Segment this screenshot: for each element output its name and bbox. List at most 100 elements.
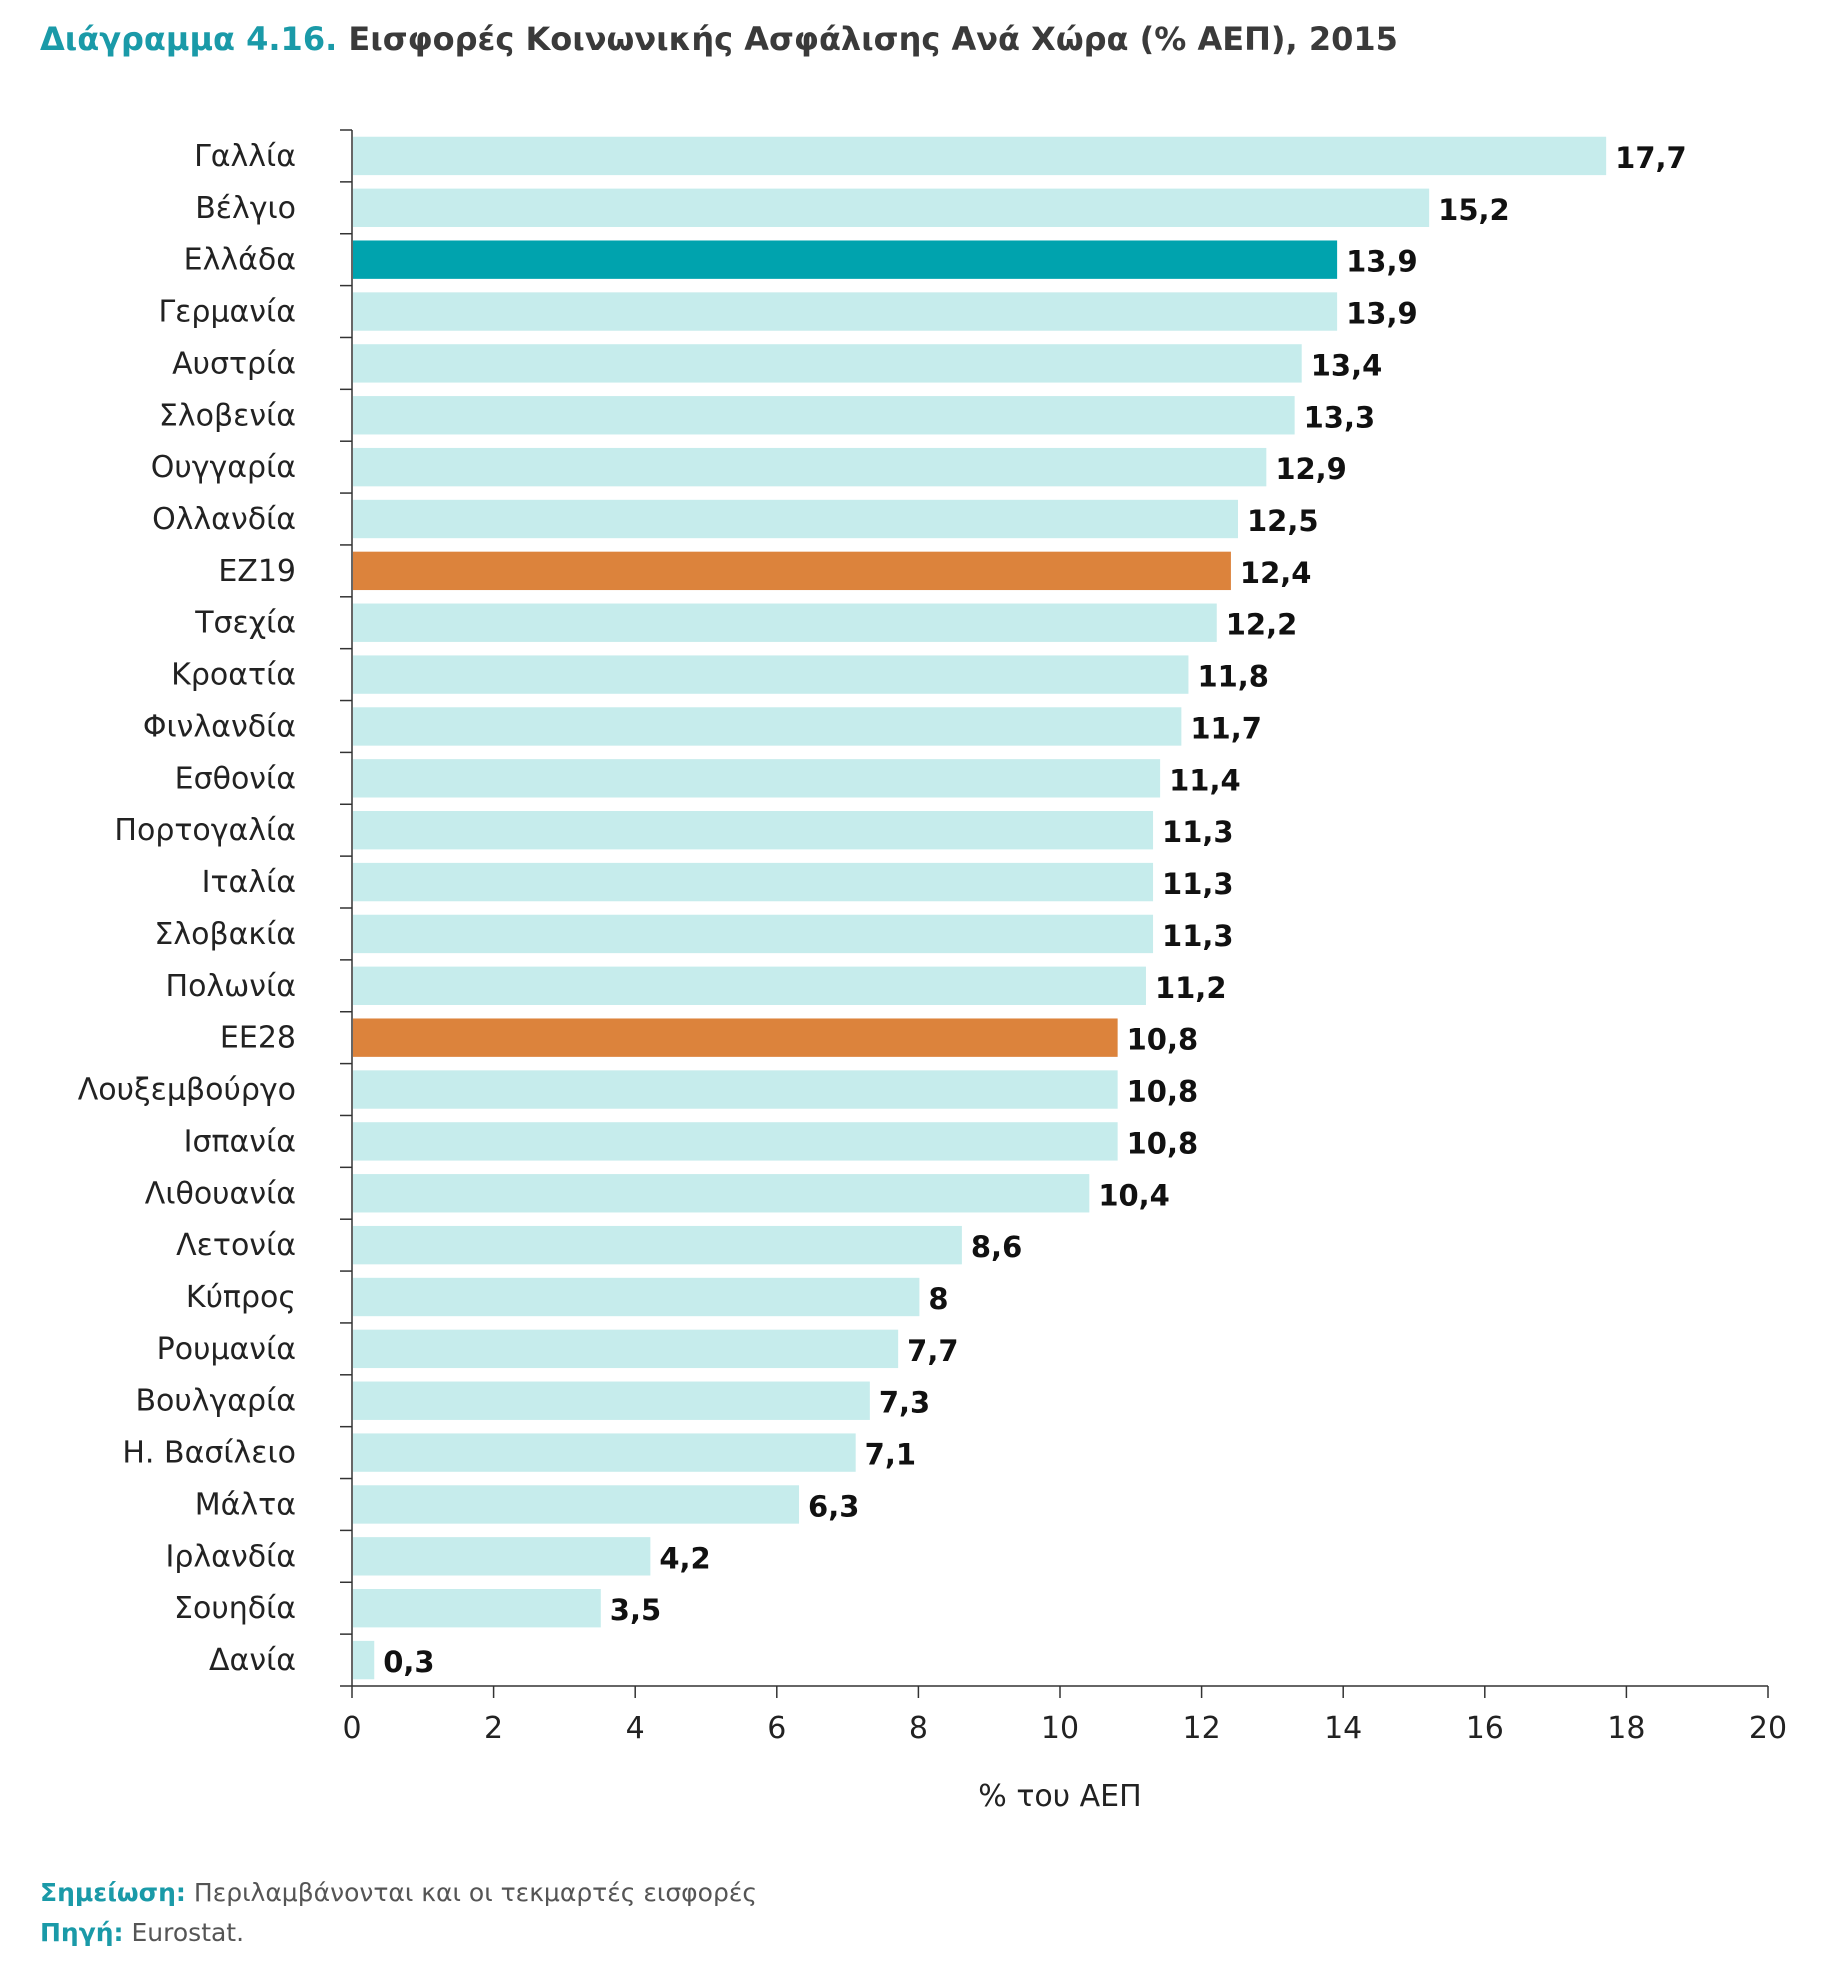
bar <box>353 344 1302 383</box>
source-label: Πηγή: <box>40 1918 124 1947</box>
bar <box>353 1277 920 1317</box>
bar <box>353 1589 601 1628</box>
category-label: Ιταλία <box>202 865 296 900</box>
x-tick-label: 8 <box>909 1711 928 1746</box>
x-tick-label: 2 <box>484 1711 503 1746</box>
value-label: 7,3 <box>879 1386 930 1420</box>
x-tick-label: 6 <box>767 1711 786 1746</box>
value-label: 13,9 <box>1346 245 1418 279</box>
category-label: Ρουμανία <box>157 1332 296 1367</box>
bar <box>353 862 1154 902</box>
chart-title: Διάγραμμα 4.16. Εισφορές Κοινωνικής Ασφά… <box>40 20 1398 58</box>
value-label: 6,3 <box>808 1489 859 1523</box>
category-label: Φινλανδία <box>143 709 296 744</box>
value-label: 11,4 <box>1169 763 1241 797</box>
bar <box>353 1018 1118 1057</box>
bar <box>353 1122 1118 1161</box>
value-label: 11,3 <box>1162 815 1234 849</box>
x-tick-label: 14 <box>1324 1711 1362 1746</box>
value-label: 12,5 <box>1247 504 1319 538</box>
value-label: 13,3 <box>1304 400 1376 434</box>
category-label: Ιρλανδία <box>166 1539 296 1574</box>
bar <box>353 1225 962 1265</box>
category-label: Τσεχία <box>194 606 296 641</box>
value-label: 8 <box>928 1282 948 1316</box>
bar <box>353 1070 1118 1109</box>
value-label: 10,8 <box>1127 1023 1199 1057</box>
note: Σημείωση: Περιλαμβάνονται και οι τεκμαρτ… <box>40 1878 757 1907</box>
category-label: ΕΕ28 <box>220 1021 296 1056</box>
value-label: 12,2 <box>1226 608 1298 642</box>
value-label: 11,3 <box>1162 867 1234 901</box>
category-label: Λετονία <box>176 1228 296 1263</box>
category-label: Βέλγιο <box>195 191 296 226</box>
category-label: Ολλανδία <box>152 502 296 537</box>
category-label: Βουλγαρία <box>135 1384 296 1419</box>
bar <box>353 396 1295 435</box>
value-label: 12,4 <box>1240 556 1312 590</box>
source: Πηγή: Eurostat. <box>40 1918 244 1947</box>
bar <box>353 811 1154 850</box>
category-label: Σλοβακία <box>154 917 296 952</box>
value-label: 11,2 <box>1155 971 1227 1005</box>
category-label: Σλοβενία <box>159 398 296 433</box>
bar <box>353 292 1338 331</box>
category-label: Λιθουανία <box>145 1176 296 1211</box>
x-tick-label: 4 <box>626 1711 645 1746</box>
category-label: Σουηδία <box>174 1591 296 1626</box>
category-label: Λουξεμβούργο <box>78 1073 296 1108</box>
x-tick-label: 20 <box>1749 1711 1787 1746</box>
bar <box>353 1381 870 1420</box>
source-text: Eurostat. <box>131 1918 245 1947</box>
value-label: 3,5 <box>610 1593 661 1627</box>
category-label: Γαλλία <box>194 139 296 174</box>
category-label: Ισπανία <box>184 1124 296 1159</box>
x-tick-label: 16 <box>1466 1711 1504 1746</box>
note-text: Περιλαμβάνονται και οι τεκμαρτές εισφορέ… <box>193 1878 758 1907</box>
x-tick-label: 18 <box>1607 1711 1645 1746</box>
bar <box>353 966 1146 1005</box>
bar <box>353 1433 856 1472</box>
value-label: 8,6 <box>971 1230 1022 1264</box>
value-label: 12,9 <box>1275 452 1347 486</box>
bar <box>353 655 1189 694</box>
category-label: Κροατία <box>171 658 296 693</box>
bar <box>353 240 1338 279</box>
bar <box>353 1640 375 1680</box>
value-label: 17,7 <box>1615 141 1687 175</box>
bar <box>353 1537 651 1576</box>
value-label: 7,7 <box>907 1334 958 1368</box>
category-label: Δανία <box>209 1643 296 1678</box>
category-label: Πολωνία <box>166 969 296 1004</box>
value-label: 11,8 <box>1197 660 1269 694</box>
value-label: 4,2 <box>659 1541 710 1575</box>
category-label: Εσθονία <box>175 761 296 796</box>
category-label: Κύπρος <box>186 1280 296 1315</box>
category-label: ΕΖ19 <box>218 554 296 589</box>
bar <box>353 1174 1090 1213</box>
bar <box>353 603 1217 642</box>
bar <box>353 499 1238 539</box>
bar-chart: Γαλλία 17,7 Βέλγιο 15,2 Ελλάδα 13,9 Γερμανία 13… <box>78 129 1787 1814</box>
value-label: 10,8 <box>1127 1126 1199 1160</box>
figure-number: Διάγραμμα 4.16. <box>40 20 338 58</box>
category-label: Πορτογαλία <box>114 813 296 848</box>
bar <box>353 188 1430 227</box>
category-label: Η. Βασίλειο <box>122 1436 296 1471</box>
category-label: Ουγγαρία <box>151 450 296 485</box>
category-label: Γερμανία <box>158 295 296 330</box>
value-label: 15,2 <box>1438 193 1510 227</box>
bar <box>353 447 1267 487</box>
bar <box>353 551 1231 591</box>
note-label: Σημείωση: <box>40 1878 186 1907</box>
value-label: 10,4 <box>1098 1178 1170 1212</box>
value-label: 13,9 <box>1346 297 1418 331</box>
value-label: 10,8 <box>1127 1075 1199 1109</box>
value-label: 11,7 <box>1190 711 1262 745</box>
x-tick-label: 10 <box>1041 1711 1079 1746</box>
value-label: 0,3 <box>383 1645 434 1679</box>
value-label: 11,3 <box>1162 919 1234 953</box>
bar <box>353 1329 899 1369</box>
x-tick-label: 0 <box>342 1711 361 1746</box>
value-label: 7,1 <box>865 1438 916 1472</box>
